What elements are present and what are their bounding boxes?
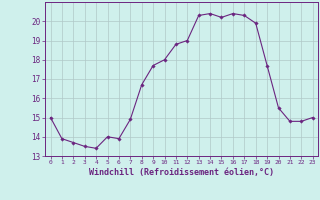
X-axis label: Windchill (Refroidissement éolien,°C): Windchill (Refroidissement éolien,°C) — [89, 168, 274, 177]
